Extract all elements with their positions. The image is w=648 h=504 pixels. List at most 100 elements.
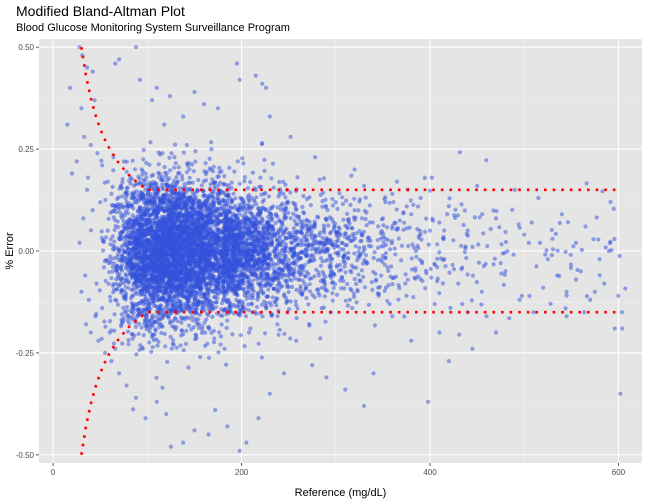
data-point: [108, 242, 113, 247]
data-point: [208, 299, 213, 304]
data-point: [217, 165, 222, 170]
data-point: [203, 161, 208, 166]
data-point: [154, 399, 159, 404]
data-point: [79, 106, 84, 111]
data-point: [108, 237, 113, 242]
data-point: [179, 320, 184, 325]
data-point: [100, 306, 105, 311]
data-point: [210, 314, 215, 319]
data-point: [143, 416, 148, 421]
data-point: [147, 329, 152, 334]
data-point: [456, 281, 461, 286]
data-point: [111, 290, 116, 295]
data-point: [190, 190, 195, 195]
data-point: [475, 183, 480, 188]
data-point: [583, 224, 588, 229]
data-point: [503, 269, 508, 274]
data-point: [156, 285, 161, 290]
data-point: [149, 349, 154, 354]
data-point: [241, 161, 246, 166]
data-point: [111, 203, 116, 208]
data-point: [106, 281, 111, 286]
data-point: [154, 85, 159, 90]
data-point: [140, 172, 145, 177]
data-point: [165, 359, 170, 364]
data-point: [536, 195, 541, 201]
data-point: [98, 200, 103, 205]
data-point: [132, 281, 137, 286]
data-point: [210, 169, 216, 174]
data-point: [171, 338, 176, 343]
data-point: [102, 180, 107, 185]
data-point: [185, 295, 190, 301]
data-point: [163, 290, 168, 295]
data-point: [209, 140, 214, 145]
data-point: [264, 85, 269, 90]
data-point: [159, 228, 164, 233]
data-point: [131, 303, 136, 308]
data-point: [114, 287, 119, 292]
data-point: [133, 45, 139, 50]
data-point: [597, 257, 602, 262]
data-point: [120, 268, 125, 273]
data-point: [74, 159, 79, 164]
data-point: [198, 300, 203, 305]
data-point: [250, 170, 255, 175]
data-point: [115, 302, 121, 307]
data-point: [126, 342, 131, 347]
data-point: [418, 195, 423, 201]
data-point: [202, 299, 207, 304]
data-point: [256, 341, 261, 346]
data-point: [144, 160, 149, 166]
data-point: [618, 391, 623, 396]
data-point: [141, 234, 146, 239]
data-point: [246, 302, 251, 307]
data-point: [109, 359, 114, 364]
data-point: [522, 232, 527, 237]
data-point: [390, 314, 395, 319]
data-point: [183, 265, 188, 270]
data-point: [209, 147, 214, 152]
data-point: [274, 303, 279, 308]
data-point: [88, 330, 93, 335]
data-point: [219, 307, 224, 312]
data-point: [162, 164, 167, 170]
data-point: [206, 291, 211, 296]
data-point: [132, 333, 137, 338]
data-point: [130, 314, 135, 319]
data-point: [273, 220, 278, 225]
data-point: [119, 263, 125, 268]
data-point: [498, 261, 503, 266]
data-point: [227, 165, 232, 170]
data-point: [126, 338, 131, 343]
data-point: [141, 333, 146, 338]
data-point: [131, 261, 136, 267]
data-point: [313, 155, 318, 160]
data-point: [121, 305, 126, 311]
data-point: [137, 347, 142, 352]
data-point: [177, 195, 182, 200]
data-point: [111, 155, 116, 160]
data-point: [117, 186, 122, 191]
data-point: [134, 352, 139, 357]
data-point: [102, 319, 107, 324]
data-point: [173, 142, 178, 147]
data-point: [196, 317, 201, 322]
data-point: [209, 245, 214, 251]
data-point: [218, 334, 224, 339]
data-point: [108, 260, 113, 265]
data-point: [137, 77, 142, 82]
data-point: [144, 327, 149, 332]
data-point: [141, 147, 146, 152]
data-point: [180, 177, 185, 182]
data-point: [119, 280, 124, 286]
data-point: [215, 106, 221, 111]
data-point: [175, 191, 180, 197]
data-point: [128, 308, 133, 313]
data-point: [84, 322, 89, 327]
data-point: [120, 341, 125, 346]
data-point: [160, 244, 166, 249]
data-point: [193, 149, 198, 154]
data-point: [120, 177, 125, 182]
data-point: [156, 339, 161, 344]
